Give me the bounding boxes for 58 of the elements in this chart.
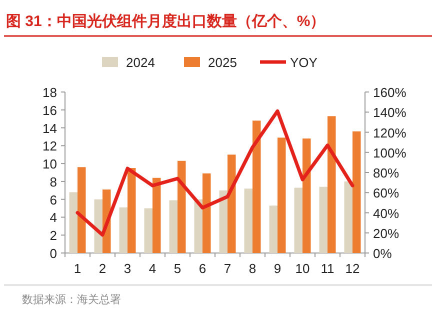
bar (152, 178, 161, 253)
bar (319, 186, 328, 253)
y-tick-label: 4 (50, 210, 57, 226)
line-series (76, 109, 354, 237)
x-tick-label: 8 (248, 261, 256, 276)
y2-tick-label: 60% (373, 186, 400, 201)
x-tick-label: 7 (224, 261, 232, 276)
x-tick-label: 4 (148, 261, 156, 276)
x-tick-label: 2 (98, 261, 106, 276)
legend-label: 2025 (208, 55, 237, 70)
bar (169, 200, 178, 253)
bar (202, 173, 211, 253)
y-tick-label: 2 (50, 228, 57, 244)
bar (178, 160, 186, 253)
bar (252, 120, 261, 253)
x-tick-label: 6 (198, 261, 206, 276)
y-tick-label: 6 (50, 192, 57, 208)
bar (228, 154, 236, 253)
y2-tick-label: 160% (373, 85, 407, 100)
bar (78, 167, 86, 253)
y2-tick-label: 120% (373, 125, 407, 140)
y2-tick-label: 140% (373, 105, 407, 120)
bar (278, 138, 286, 253)
bar (219, 190, 228, 253)
x-tick-label: 10 (295, 261, 310, 276)
legend-label: YOY (290, 55, 318, 70)
bar (302, 138, 311, 253)
y2-tick-label: 80% (373, 166, 400, 180)
bar (119, 207, 128, 253)
bar (344, 181, 352, 253)
bar (294, 188, 302, 253)
x-tick-label: 11 (320, 261, 334, 276)
y-tick-label: 0 (50, 246, 57, 261)
bar (352, 131, 361, 253)
x-tick-label: 12 (345, 261, 360, 276)
bar (128, 168, 136, 253)
y2-tick-label: 20% (373, 226, 400, 241)
y-tick-label: 14 (42, 120, 57, 136)
y2-tick-label: 0% (373, 246, 392, 261)
y-tick-label: 16 (42, 102, 57, 118)
x-tick-label: 5 (174, 261, 182, 276)
bar (328, 116, 336, 253)
y-tick-label: 12 (42, 138, 57, 154)
x-tick-label: 3 (124, 261, 132, 276)
bar (69, 192, 78, 253)
source-note: 数据来源：海关总署 (22, 293, 121, 306)
bar (144, 208, 152, 253)
y-tick-label: 18 (42, 85, 57, 100)
x-tick-label: 1 (74, 261, 82, 276)
legend-label: 2024 (126, 55, 155, 70)
y2-tick-label: 100% (373, 145, 407, 160)
x-tick-label: 9 (274, 261, 282, 276)
y-tick-label: 10 (42, 156, 57, 172)
chart-title: 图 31：中国光伏组件月度出口数量（亿个、%） (6, 12, 326, 30)
bar (269, 206, 278, 253)
bar (244, 188, 252, 253)
y-tick-label: 8 (50, 174, 57, 190)
y2-tick-label: 40% (373, 206, 400, 221)
